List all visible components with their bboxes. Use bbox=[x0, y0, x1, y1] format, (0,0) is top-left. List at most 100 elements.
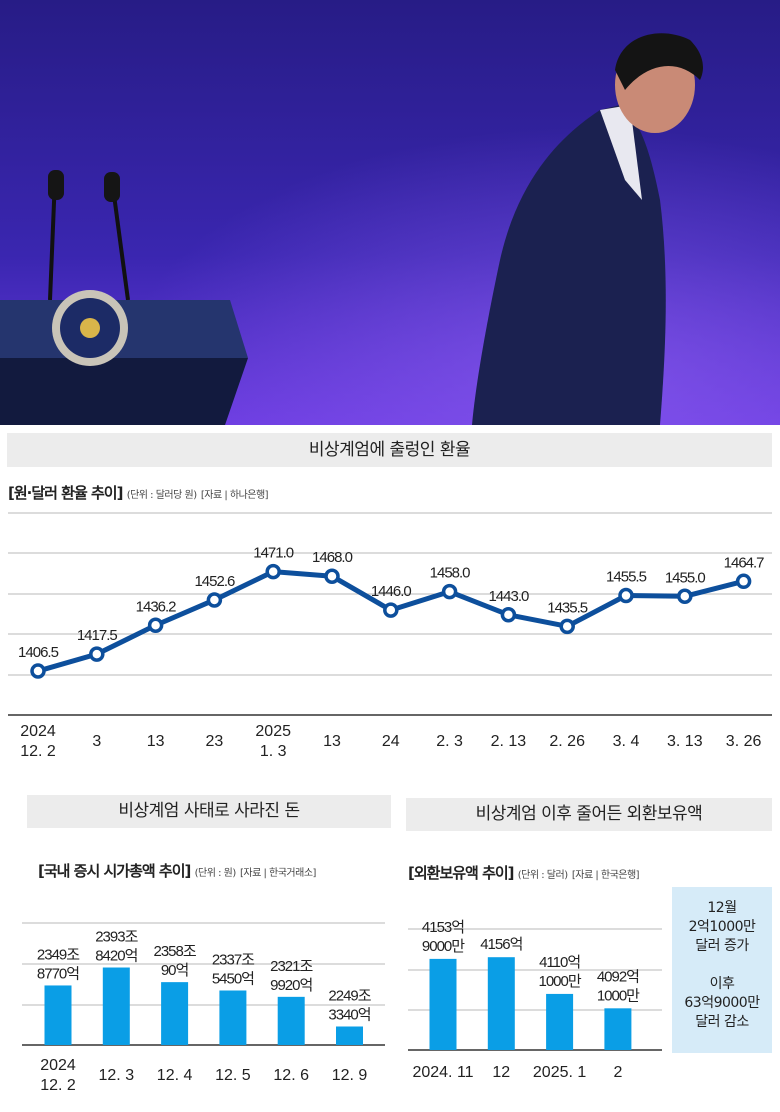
x-tick-label: 13 bbox=[323, 733, 341, 750]
x-tick-label: 12. 4 bbox=[157, 1067, 193, 1084]
bar bbox=[487, 957, 515, 1050]
x-tick-label: 2. 26 bbox=[549, 733, 585, 750]
data-label: 1446.0 bbox=[371, 583, 412, 600]
data-point bbox=[383, 602, 399, 618]
bar-label: 4092억 bbox=[597, 968, 639, 985]
x-tick-label: 2025. 1 bbox=[533, 1064, 586, 1081]
unit-text: (단위 : 달러) bbox=[517, 870, 568, 881]
fx-reserves-header: 비상계엄 이후 줄어든 외환보유액 bbox=[406, 798, 772, 831]
exchange-rate-line-chart: 1406.5 2024 12. 2 1417.5 3 1436.2 13 1452.6 23 14… bbox=[8, 512, 772, 760]
data-point bbox=[324, 568, 340, 584]
x-tick-label: 12 bbox=[492, 1064, 510, 1081]
x-tick-label: 3. 26 bbox=[726, 733, 762, 750]
bar bbox=[277, 996, 305, 1045]
x-tick-label: 2. 3 bbox=[436, 733, 463, 750]
x-tick-label: 3. 4 bbox=[613, 733, 640, 750]
bar bbox=[219, 990, 247, 1045]
bar-label: 2393조 bbox=[95, 929, 138, 946]
bar-label: 5450억 bbox=[212, 970, 254, 987]
data-point bbox=[618, 587, 634, 604]
x-tick-label: 12. 2 bbox=[40, 1077, 76, 1094]
x-tick-label: 1. 3 bbox=[260, 743, 287, 760]
x-tick-label: 2 bbox=[613, 1064, 622, 1081]
x-tick-label: 13 bbox=[147, 733, 165, 750]
bar bbox=[604, 1008, 632, 1050]
annotation-line: 달러 감소 bbox=[695, 1014, 749, 1030]
bar-label: 4153억 bbox=[422, 919, 464, 936]
data-point bbox=[735, 573, 752, 590]
x-tick-label: 2025 bbox=[255, 723, 291, 740]
x-tick-label: 2024 bbox=[20, 723, 56, 740]
data-point bbox=[89, 646, 105, 662]
bar-label: 3340억 bbox=[328, 1006, 370, 1023]
x-tick-label: 12. 9 bbox=[332, 1067, 368, 1084]
data-label: 1417.5 bbox=[77, 627, 118, 644]
x-tick-label: 23 bbox=[206, 733, 224, 750]
subtitle-text: [외환보유액 추이] bbox=[408, 864, 515, 882]
bar bbox=[161, 982, 189, 1045]
bar-label: 9920억 bbox=[270, 977, 312, 994]
bar-label: 90억 bbox=[161, 962, 189, 979]
bar-label: 2358조 bbox=[154, 943, 197, 960]
data-label: 1455.5 bbox=[606, 568, 647, 585]
data-point bbox=[30, 663, 46, 679]
data-point bbox=[147, 617, 164, 634]
annotation-line: 12월 bbox=[707, 900, 737, 916]
data-label: 1435.5 bbox=[547, 599, 588, 616]
unit-text: (단위 : 달러당 원) bbox=[126, 490, 197, 501]
market-cap-header: 비상계엄 사태로 사라진 돈 bbox=[27, 795, 391, 828]
bar bbox=[102, 967, 130, 1045]
data-point bbox=[559, 618, 575, 635]
source-text: [자료 | 한국거래소] bbox=[240, 868, 316, 879]
x-tick-label: 24 bbox=[382, 733, 400, 750]
data-point bbox=[265, 563, 281, 580]
bar-label: 1000만 bbox=[597, 987, 640, 1004]
annotation-spacer bbox=[672, 956, 772, 975]
unit-text: (단위 : 원) bbox=[194, 868, 237, 879]
data-label: 1443.0 bbox=[488, 588, 529, 605]
bar bbox=[336, 1026, 363, 1045]
x-tick-label: 12. 3 bbox=[99, 1067, 135, 1084]
bar-label: 2337조 bbox=[212, 951, 255, 968]
bar-label: 2321조 bbox=[270, 958, 313, 975]
data-point bbox=[206, 592, 223, 608]
annotation-line: 달러 증가 bbox=[695, 938, 749, 954]
x-tick-label: 2. 13 bbox=[491, 733, 527, 750]
data-label: 1471.0 bbox=[253, 545, 294, 562]
subtitle-text: [원·달러 환율 추이] bbox=[8, 484, 123, 502]
bar-label: 2249조 bbox=[328, 987, 371, 1004]
podium bbox=[0, 290, 248, 425]
data-label: 1468.0 bbox=[312, 549, 353, 566]
subtitle-text: [국내 증시 시가총액 추이] bbox=[38, 862, 191, 880]
fx-reserves-annotation: 12월 2억1000만 달러 증가 이후 63억9000만 달러 감소 bbox=[672, 887, 772, 1053]
data-label: 1436.2 bbox=[136, 598, 177, 615]
bar-label: 8770억 bbox=[37, 965, 79, 982]
market-cap-subtitle: [국내 증시 시가총액 추이] (단위 : 원) [자료 | 한국거래소] bbox=[38, 860, 316, 881]
data-point bbox=[441, 583, 458, 600]
bar-label: 1000만 bbox=[539, 973, 582, 990]
x-tick-label: 12. 5 bbox=[215, 1067, 251, 1084]
data-label: 1406.5 bbox=[18, 644, 59, 661]
x-tick-label: 3. 13 bbox=[667, 733, 703, 750]
photo-president-podium bbox=[0, 0, 780, 425]
fx-reserves-bar-chart: 4153억 9000만 2024. 11 4156억 12 4110억 1000만 2025.… bbox=[408, 919, 662, 1081]
market-cap-bar-chart: 2349조 8770억 2024 12. 2 2393조 8420억 12. 3 2358조 9… bbox=[22, 922, 385, 1094]
x-tick-label: 3 bbox=[92, 733, 101, 750]
bar-label: 8420억 bbox=[95, 948, 137, 965]
data-label: 1458.0 bbox=[430, 565, 471, 582]
x-tick-label: 12. 2 bbox=[20, 743, 56, 760]
bar-label: 2349조 bbox=[37, 946, 80, 963]
source-text: [자료 | 한국은행] bbox=[571, 870, 640, 881]
x-tick-label: 2024. 11 bbox=[412, 1064, 473, 1081]
data-point bbox=[500, 607, 517, 623]
exchange-rate-header: 비상계엄에 출렁인 환율 bbox=[7, 433, 772, 467]
x-tick-label: 12. 6 bbox=[273, 1067, 309, 1084]
data-label: 1452.6 bbox=[194, 573, 235, 590]
bar-label: 4156억 bbox=[480, 936, 522, 953]
annotation-line: 63억9000만 bbox=[684, 995, 760, 1011]
annotation-line: 2억1000만 bbox=[688, 919, 756, 935]
bar bbox=[429, 958, 457, 1050]
man-silhouette bbox=[472, 33, 703, 425]
annotation-line: 이후 bbox=[709, 976, 735, 992]
bar-label: 9000만 bbox=[422, 938, 465, 955]
